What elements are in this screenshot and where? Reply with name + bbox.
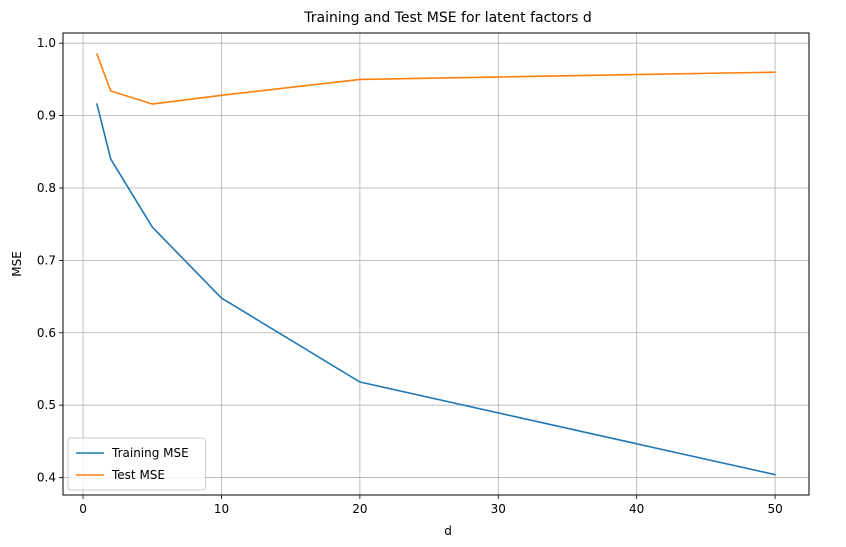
y-tick-label: 0.6 [37,326,56,340]
series-line-1 [96,103,776,476]
legend-box [67,437,207,491]
legend-label-1: Training MSE [111,446,189,460]
x-tick-label: 10 [214,502,229,516]
x-tick-label: 20 [352,502,367,516]
x-axis-label: d [444,524,452,538]
axis-ticks: 0 10 20 30 40 50 0.4 0.5 0.6 0.7 0.8 0.9 1.0 [37,36,783,516]
x-tick-label: 30 [491,502,506,516]
y-tick-label: 0.8 [37,181,56,195]
y-tick-label: 0.5 [37,398,56,412]
legend: Training MSE Test MSE [67,437,207,491]
plot-frame [62,32,810,496]
x-tick-label: 0 [79,502,87,516]
y-tick-label: 0.9 [37,109,56,123]
series-lines [96,53,776,476]
y-tick-label: 0.4 [37,471,56,485]
y-axis-label: MSE [10,251,24,277]
chart-title: Training and Test MSE for latent factors… [303,10,592,26]
y-tick-label: 0.7 [37,253,56,267]
x-tick-label: 40 [629,502,644,516]
legend-label-2: Test MSE [111,468,165,482]
y-tick-label: 1.0 [37,36,56,50]
series-line-2 [96,53,776,105]
grid [63,33,809,495]
x-tick-label: 50 [767,502,782,516]
